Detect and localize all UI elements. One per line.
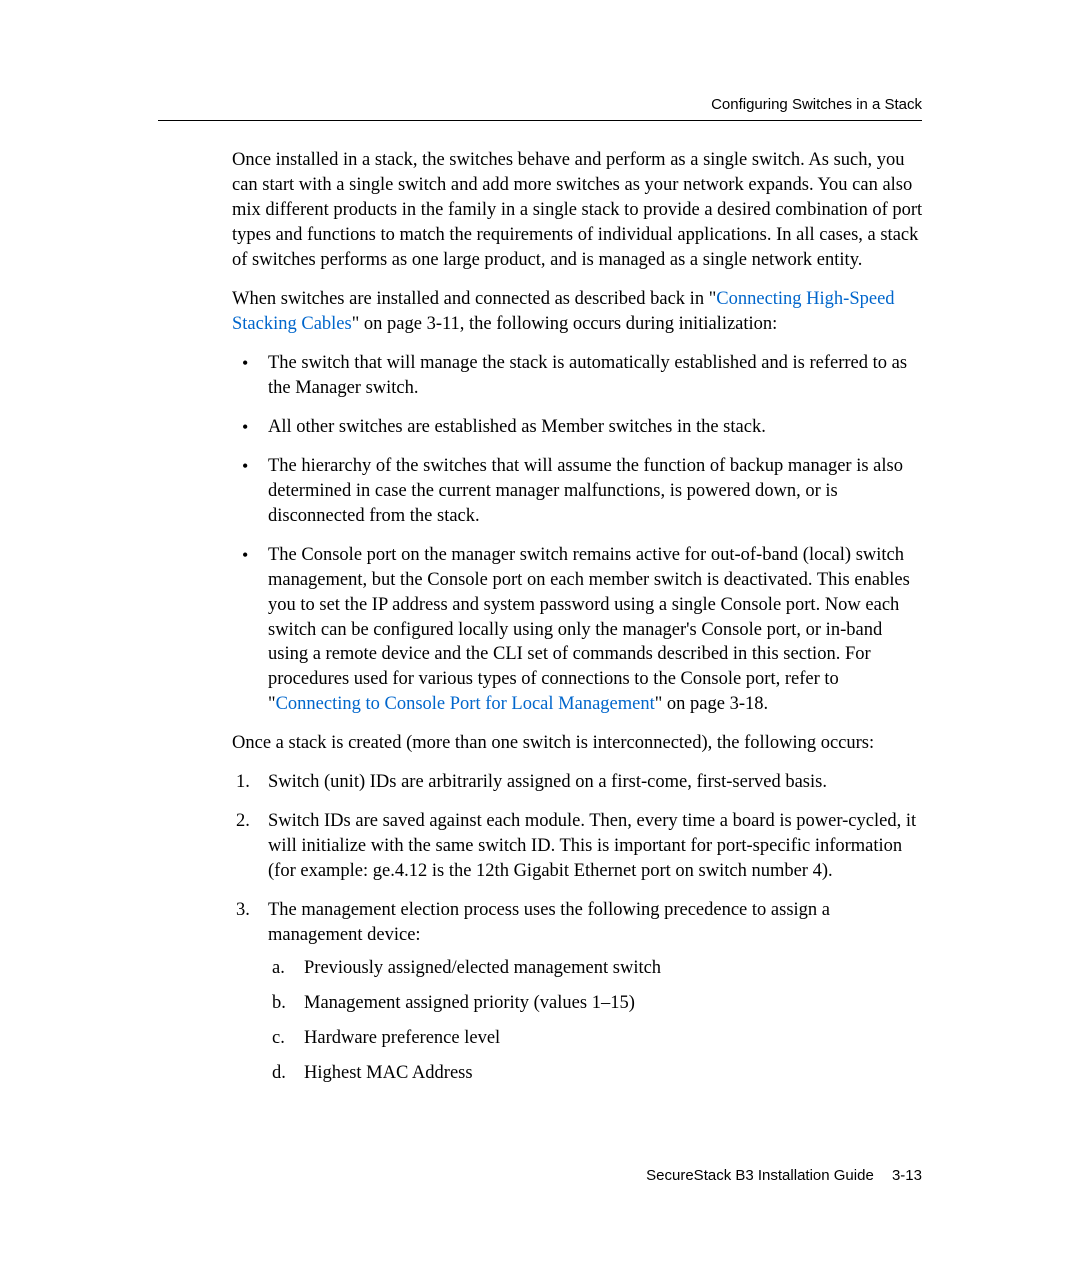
list-item: Management assigned priority (values 1–1…: [268, 991, 926, 1016]
header-section-title: Configuring Switches in a Stack: [711, 96, 922, 113]
list-item: The Console port on the manager switch r…: [232, 543, 926, 718]
list-item: The management election process uses the…: [232, 898, 926, 1086]
init-paragraph: When switches are installed and connecte…: [232, 287, 926, 337]
bullet-text-pre: The Console port on the manager switch r…: [268, 545, 910, 715]
header-rule: [158, 120, 922, 121]
bullet-text: The hierarchy of the switches that will …: [268, 456, 903, 526]
list-item: All other switches are established as Me…: [232, 415, 926, 440]
list-item: The hierarchy of the switches that will …: [232, 454, 926, 529]
body-content: Once installed in a stack, the switches …: [232, 148, 926, 1100]
lettered-text: Previously assigned/elected management s…: [304, 958, 661, 978]
page: Configuring Switches in a Stack Once ins…: [0, 0, 1080, 1270]
numbered-text: Switch IDs are saved against each module…: [268, 811, 916, 881]
list-item: Hardware preference level: [268, 1026, 926, 1051]
link-console-port[interactable]: Connecting to Console Port for Local Man…: [276, 694, 655, 714]
page-footer: SecureStack B3 Installation Guide 3-13: [646, 1167, 922, 1184]
bullet-text-post: " on page 3-18.: [655, 694, 768, 714]
list-item: Switch (unit) IDs are arbitrarily assign…: [232, 770, 926, 795]
init-text-pre: When switches are installed and connecte…: [232, 289, 716, 309]
list-item: Previously assigned/elected management s…: [268, 956, 926, 981]
footer-doc-title: SecureStack B3 Installation Guide: [646, 1167, 874, 1184]
lettered-text: Highest MAC Address: [304, 1063, 473, 1083]
list-item: Switch IDs are saved against each module…: [232, 809, 926, 884]
stack-created-paragraph: Once a stack is created (more than one s…: [232, 731, 926, 756]
numbered-list: Switch (unit) IDs are arbitrarily assign…: [232, 770, 926, 1086]
lettered-sublist: Previously assigned/elected management s…: [268, 956, 926, 1086]
list-item: Highest MAC Address: [268, 1061, 926, 1086]
intro-paragraph: Once installed in a stack, the switches …: [232, 148, 926, 273]
footer-page-number: 3-13: [892, 1167, 922, 1184]
bullet-text: All other switches are established as Me…: [268, 417, 766, 437]
bullet-text: The switch that will manage the stack is…: [268, 353, 907, 398]
lettered-text: Hardware preference level: [304, 1028, 500, 1048]
list-item: The switch that will manage the stack is…: [232, 351, 926, 401]
lettered-text: Management assigned priority (values 1–1…: [304, 993, 635, 1013]
numbered-text: The management election process uses the…: [268, 900, 830, 945]
init-text-post: " on page 3-11, the following occurs dur…: [352, 314, 778, 334]
init-bullet-list: The switch that will manage the stack is…: [232, 351, 926, 718]
numbered-text: Switch (unit) IDs are arbitrarily assign…: [268, 772, 827, 792]
